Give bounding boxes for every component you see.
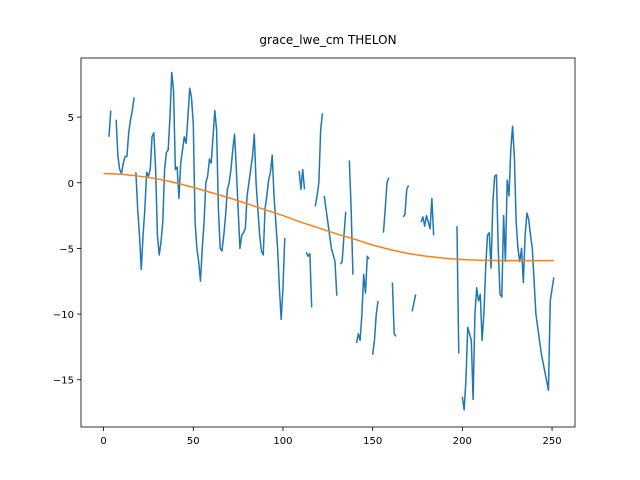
x-tick-label: 50 <box>187 436 200 447</box>
y-tick-label: 5 <box>68 113 74 124</box>
y-tick-label: −15 <box>53 376 74 387</box>
y-tick-label: 0 <box>68 179 74 190</box>
x-tick-label: 200 <box>453 436 472 447</box>
y-tick-label: −5 <box>59 244 74 255</box>
y-tick-label: −10 <box>53 310 74 321</box>
x-tick-label: 0 <box>100 436 106 447</box>
data-line <box>108 71 555 411</box>
x-tick-label: 250 <box>542 436 561 447</box>
x-tick-label: 100 <box>273 436 292 447</box>
data-line <box>103 172 554 262</box>
x-tick-label: 150 <box>363 436 382 447</box>
chart-title: grace_lwe_cm THELON <box>259 33 396 47</box>
plot-frame <box>80 57 576 428</box>
